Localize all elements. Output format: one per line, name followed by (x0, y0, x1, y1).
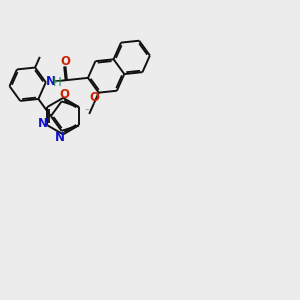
Text: O: O (59, 88, 69, 101)
Text: N: N (55, 131, 65, 144)
Text: O: O (61, 55, 70, 68)
Text: N: N (46, 75, 56, 88)
Text: H: H (53, 76, 62, 89)
Text: N: N (38, 117, 48, 130)
Text: O: O (89, 91, 99, 104)
Text: methoxy: methoxy (86, 109, 92, 110)
